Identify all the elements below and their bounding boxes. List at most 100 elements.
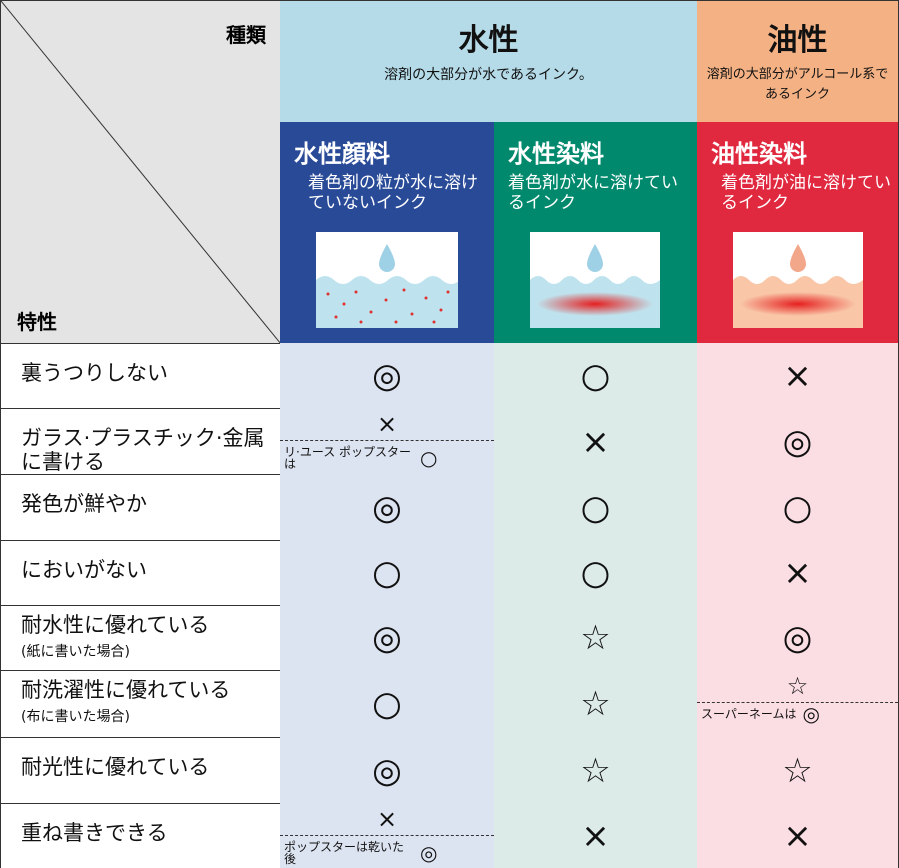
value-cell: × xyxy=(697,540,899,606)
mark: × xyxy=(376,410,398,438)
illustration xyxy=(316,232,458,328)
group-desc: 溶剤の大部分が水であるインク。 xyxy=(384,67,593,83)
diagonal xyxy=(1,1,281,344)
value-cell: ○ xyxy=(494,474,698,541)
mark: ☆ xyxy=(782,750,813,791)
mark: × xyxy=(783,816,812,856)
mark: ☆ xyxy=(786,672,809,700)
value-cell: × リ·ユース ポップスターは ○ xyxy=(280,408,495,475)
note-row: リ·ユース ポップスターは ○ xyxy=(284,446,490,470)
mark: ◎ xyxy=(372,356,402,396)
mark: ☆ xyxy=(580,684,611,724)
value-cell: × xyxy=(697,343,899,409)
row-label: 耐洗濯性に優れている xyxy=(21,678,231,702)
subtype-header: 水性染料 着色剤が水に溶けているインク xyxy=(494,122,698,344)
subtype-desc: 着色剤が水に溶けているインク xyxy=(508,173,678,213)
divider xyxy=(280,835,494,836)
corner-bottom: 特性 xyxy=(17,310,57,334)
note-row: ポップスターは乾いた後 ◎ xyxy=(284,841,490,865)
note-mark: ○ xyxy=(420,446,438,470)
note-row: スーパーネームは ◎ xyxy=(701,702,894,726)
row-label-cell: 耐光性に優れている xyxy=(0,737,281,804)
mark: ◎ xyxy=(782,421,813,462)
value-cell: ◎ xyxy=(280,605,495,671)
note-mark: ◎ xyxy=(420,841,438,865)
group-desc: 溶剤の大部分がアルコール系であるインク xyxy=(706,67,889,102)
value-cell: × xyxy=(697,803,899,868)
corner-top: 種類 xyxy=(226,23,266,47)
row-sublabel: (紙に書いた場合) xyxy=(21,644,130,660)
row-sublabel: (布に書いた場合) xyxy=(21,709,130,725)
mark: ☆ xyxy=(580,618,611,658)
subtype-desc: 着色剤の粒が水に溶けていないインク xyxy=(308,173,478,213)
row-label: においがない xyxy=(21,558,147,582)
value-cell: × xyxy=(494,803,698,868)
row-label: ガラス·プラスチック·金属に書ける xyxy=(21,426,265,474)
value-cell: ☆ xyxy=(494,670,698,738)
value-cell: × ポップスターは乾いた後 ◎ xyxy=(280,803,495,868)
row-label-cell: 耐洗濯性に優れている (布に書いた場合) xyxy=(0,670,281,738)
mark: × xyxy=(783,356,812,396)
value-cell: ☆ xyxy=(697,737,899,804)
group-title: 油性 xyxy=(767,23,828,58)
mark: ○ xyxy=(372,553,402,593)
value-cell: ○ xyxy=(280,670,495,738)
mark: ○ xyxy=(782,487,813,528)
value-cell: ○ xyxy=(494,343,698,409)
value-cell: ○ xyxy=(697,474,899,541)
subtype-desc: 着色剤が油に溶けているインク xyxy=(721,173,891,213)
subtype-name: 水性染料 xyxy=(508,140,604,168)
note: リ·ユース ポップスターは xyxy=(284,445,412,471)
value-cell: ◎ xyxy=(697,605,899,671)
mark: × xyxy=(783,553,812,593)
row-label-cell: 重ね書きできる xyxy=(0,803,281,868)
row-label-cell: 耐水性に優れている (紙に書いた場合) xyxy=(0,605,281,671)
note: スーパーネームは xyxy=(701,707,797,721)
subtype-header: 油性染料 着色剤が油に溶けているインク xyxy=(697,122,899,344)
divider xyxy=(697,702,898,703)
row-label: 耐水性に優れている xyxy=(21,613,210,637)
value-cell: ◎ xyxy=(280,343,495,409)
mark: × xyxy=(376,805,398,833)
mark: × xyxy=(581,816,610,856)
subtype-name: 油性染料 xyxy=(711,140,807,168)
subtype-name: 水性顔料 xyxy=(294,140,390,168)
mark: × xyxy=(581,421,610,462)
value-cell: ☆ xyxy=(494,737,698,804)
illustration xyxy=(733,232,863,328)
row-label: 重ね書きできる xyxy=(21,821,168,845)
mark: ◎ xyxy=(372,487,402,528)
mark: ◎ xyxy=(372,618,402,658)
note-mark: ◎ xyxy=(802,702,820,726)
mark: ◎ xyxy=(782,618,813,658)
row-label: 発色が鮮やか xyxy=(21,492,147,516)
row-label: 裏うつりしない xyxy=(21,361,168,385)
value-cell: ○ xyxy=(494,540,698,606)
mark: ◎ xyxy=(372,750,402,791)
row-label: 耐光性に優れている xyxy=(21,755,210,779)
mark: ○ xyxy=(580,553,611,593)
subtype-header: 水性顔料 着色剤の粒が水に溶けていないインク xyxy=(280,122,495,344)
value-cell: ◎ xyxy=(280,474,495,541)
value-cell: ☆ スーパーネームは ◎ xyxy=(697,670,899,738)
note: ポップスターは乾いた後 xyxy=(284,840,405,866)
group-title: 水性 xyxy=(458,23,519,58)
divider xyxy=(280,440,494,441)
group-header: 水性 溶剤の大部分が水であるインク。 xyxy=(280,0,698,123)
value-cell: × xyxy=(494,408,698,475)
mark: ○ xyxy=(580,356,611,396)
row-label-cell: 裏うつりしない xyxy=(0,343,281,409)
value-cell: ☆ xyxy=(494,605,698,671)
row-label-cell: 発色が鮮やか xyxy=(0,474,281,541)
value-cell: ○ xyxy=(280,540,495,606)
row-label-cell: ガラス·プラスチック·金属に書ける xyxy=(0,408,281,475)
group-header: 油性 溶剤の大部分がアルコール系であるインク xyxy=(697,0,899,123)
mark: ☆ xyxy=(580,750,611,791)
mark: ○ xyxy=(372,684,402,724)
row-label-cell: においがない xyxy=(0,540,281,606)
value-cell: ◎ xyxy=(280,737,495,804)
value-cell: ◎ xyxy=(697,408,899,475)
mark: ○ xyxy=(580,487,611,528)
illustration xyxy=(530,232,660,328)
